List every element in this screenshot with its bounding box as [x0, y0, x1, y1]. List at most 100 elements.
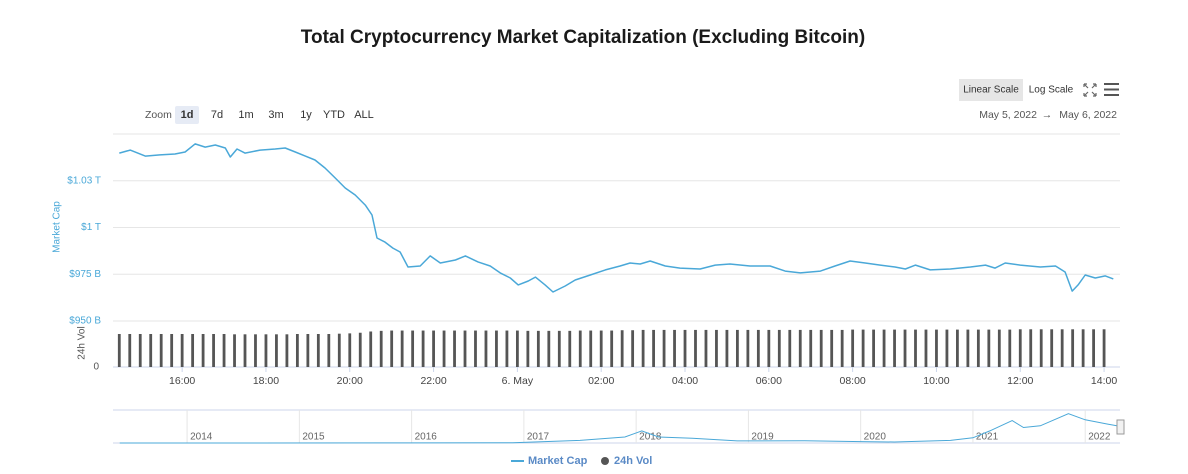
volume-bar [798, 329, 802, 367]
y-tick-label: $1 T [81, 222, 101, 233]
volume-bar [295, 334, 299, 367]
volume-bar [893, 329, 896, 367]
volume-bar [337, 333, 341, 367]
x-tick-label: 04:00 [672, 375, 698, 387]
navigator-tick-label: 2018 [639, 432, 662, 443]
volume-bar [725, 329, 729, 367]
zoom-button[interactable]: 7d [211, 109, 223, 121]
zoom-button[interactable]: 3m [268, 109, 283, 121]
navigator-tick-label: 2017 [527, 432, 550, 443]
volume-bar [589, 330, 593, 367]
date-from: May 5, 2022 [979, 109, 1037, 121]
volume-bar [222, 334, 226, 367]
volume-bar [442, 330, 446, 367]
volume-bar [432, 330, 435, 367]
date-to: May 6, 2022 [1059, 109, 1117, 121]
volume-bar [117, 334, 121, 367]
volume-bar [1092, 329, 1095, 367]
volume-bar [673, 329, 676, 367]
volume-bar [505, 330, 509, 367]
x-tick-label: 20:00 [337, 375, 363, 387]
chart-title: Total Cryptocurrency Market Capitalizati… [301, 27, 865, 48]
zoom-label: Zoom [145, 109, 172, 121]
volume-bar [495, 330, 498, 367]
volume-bar [243, 334, 247, 367]
volume-bar [966, 329, 970, 367]
volume-bar [872, 329, 875, 367]
volume-bar [652, 329, 655, 367]
volume-bar [306, 334, 310, 367]
volume-bar [201, 334, 205, 367]
volume-bar [683, 329, 687, 367]
x-tick-label: 16:00 [169, 375, 195, 387]
zoom-button[interactable]: 1d [181, 109, 194, 121]
scale-button[interactable]: Log Scale [1029, 85, 1074, 96]
volume-bar [526, 330, 530, 367]
volume-bar [788, 329, 792, 367]
volume-bar [536, 330, 540, 367]
volume-bar [620, 330, 624, 367]
volume-bar [138, 334, 142, 367]
x-tick-label: 14:00 [1091, 375, 1117, 387]
y-axis-title: Market Cap [52, 201, 63, 253]
navigator-tick-label: 2015 [302, 432, 325, 443]
volume-bar [830, 329, 834, 367]
volume-bar [421, 330, 425, 367]
y-tick-label: $1.03 T [67, 175, 101, 186]
zoom-button[interactable]: 1y [300, 109, 312, 121]
volume-bar [316, 334, 320, 367]
volume-bar [641, 329, 645, 367]
volume-bar [704, 329, 708, 367]
volume-bar [1039, 329, 1043, 367]
volume-bar [149, 334, 153, 367]
volume-bar [956, 329, 959, 367]
volume-bar [851, 329, 855, 367]
x-tick-label: 12:00 [1007, 375, 1033, 387]
volume-bar [1060, 329, 1064, 367]
navigator-tick-label: 2022 [1088, 432, 1111, 443]
volume-bar [212, 334, 215, 367]
volume-bar [662, 329, 666, 367]
volume-bar [819, 329, 823, 367]
volume-bar [735, 329, 739, 367]
volume-bar [348, 333, 352, 367]
volume-bar [578, 330, 582, 367]
menu-icon[interactable] [1104, 83, 1119, 96]
volume-bar [945, 329, 949, 367]
zoom-button[interactable]: YTD [323, 109, 345, 121]
volume-bar [631, 330, 635, 367]
volume-bar [191, 334, 195, 367]
y-tick-label: $975 B [69, 269, 101, 280]
fullscreen-icon[interactable] [1083, 83, 1097, 97]
volume-bar [453, 330, 456, 367]
volume-bar [474, 330, 477, 367]
scale-button[interactable]: Linear Scale [963, 85, 1019, 96]
volume-bar [914, 329, 917, 367]
volume-bar [264, 334, 268, 367]
legend-label[interactable]: 24h Vol [614, 455, 652, 467]
volume-bar [400, 330, 404, 367]
volume-bar [976, 329, 980, 367]
navigator-tick-label: 2020 [864, 432, 887, 443]
volume-bar [767, 329, 771, 367]
volume-bar [411, 330, 415, 367]
volume-bar [170, 334, 174, 367]
volume-bar [777, 329, 781, 367]
volume-bar [128, 334, 132, 367]
zoom-button[interactable]: 1m [238, 109, 253, 121]
navigator-tick-label: 2014 [190, 432, 213, 443]
volume-bar [840, 329, 844, 367]
x-tick-label: 22:00 [420, 375, 446, 387]
volume-bar [809, 329, 813, 367]
volume-bar [599, 330, 603, 367]
volume-bar [358, 332, 362, 367]
volume-bar [1102, 329, 1106, 367]
x-tick-label: 06:00 [756, 375, 782, 387]
navigator-handle[interactable] [1116, 419, 1125, 435]
volume-bar [935, 329, 938, 367]
volume-bar [275, 334, 278, 367]
volume-bar [1029, 329, 1033, 367]
legend-label[interactable]: Market Cap [528, 455, 588, 467]
zoom-button[interactable]: ALL [354, 109, 374, 121]
volume-bar [463, 330, 467, 367]
